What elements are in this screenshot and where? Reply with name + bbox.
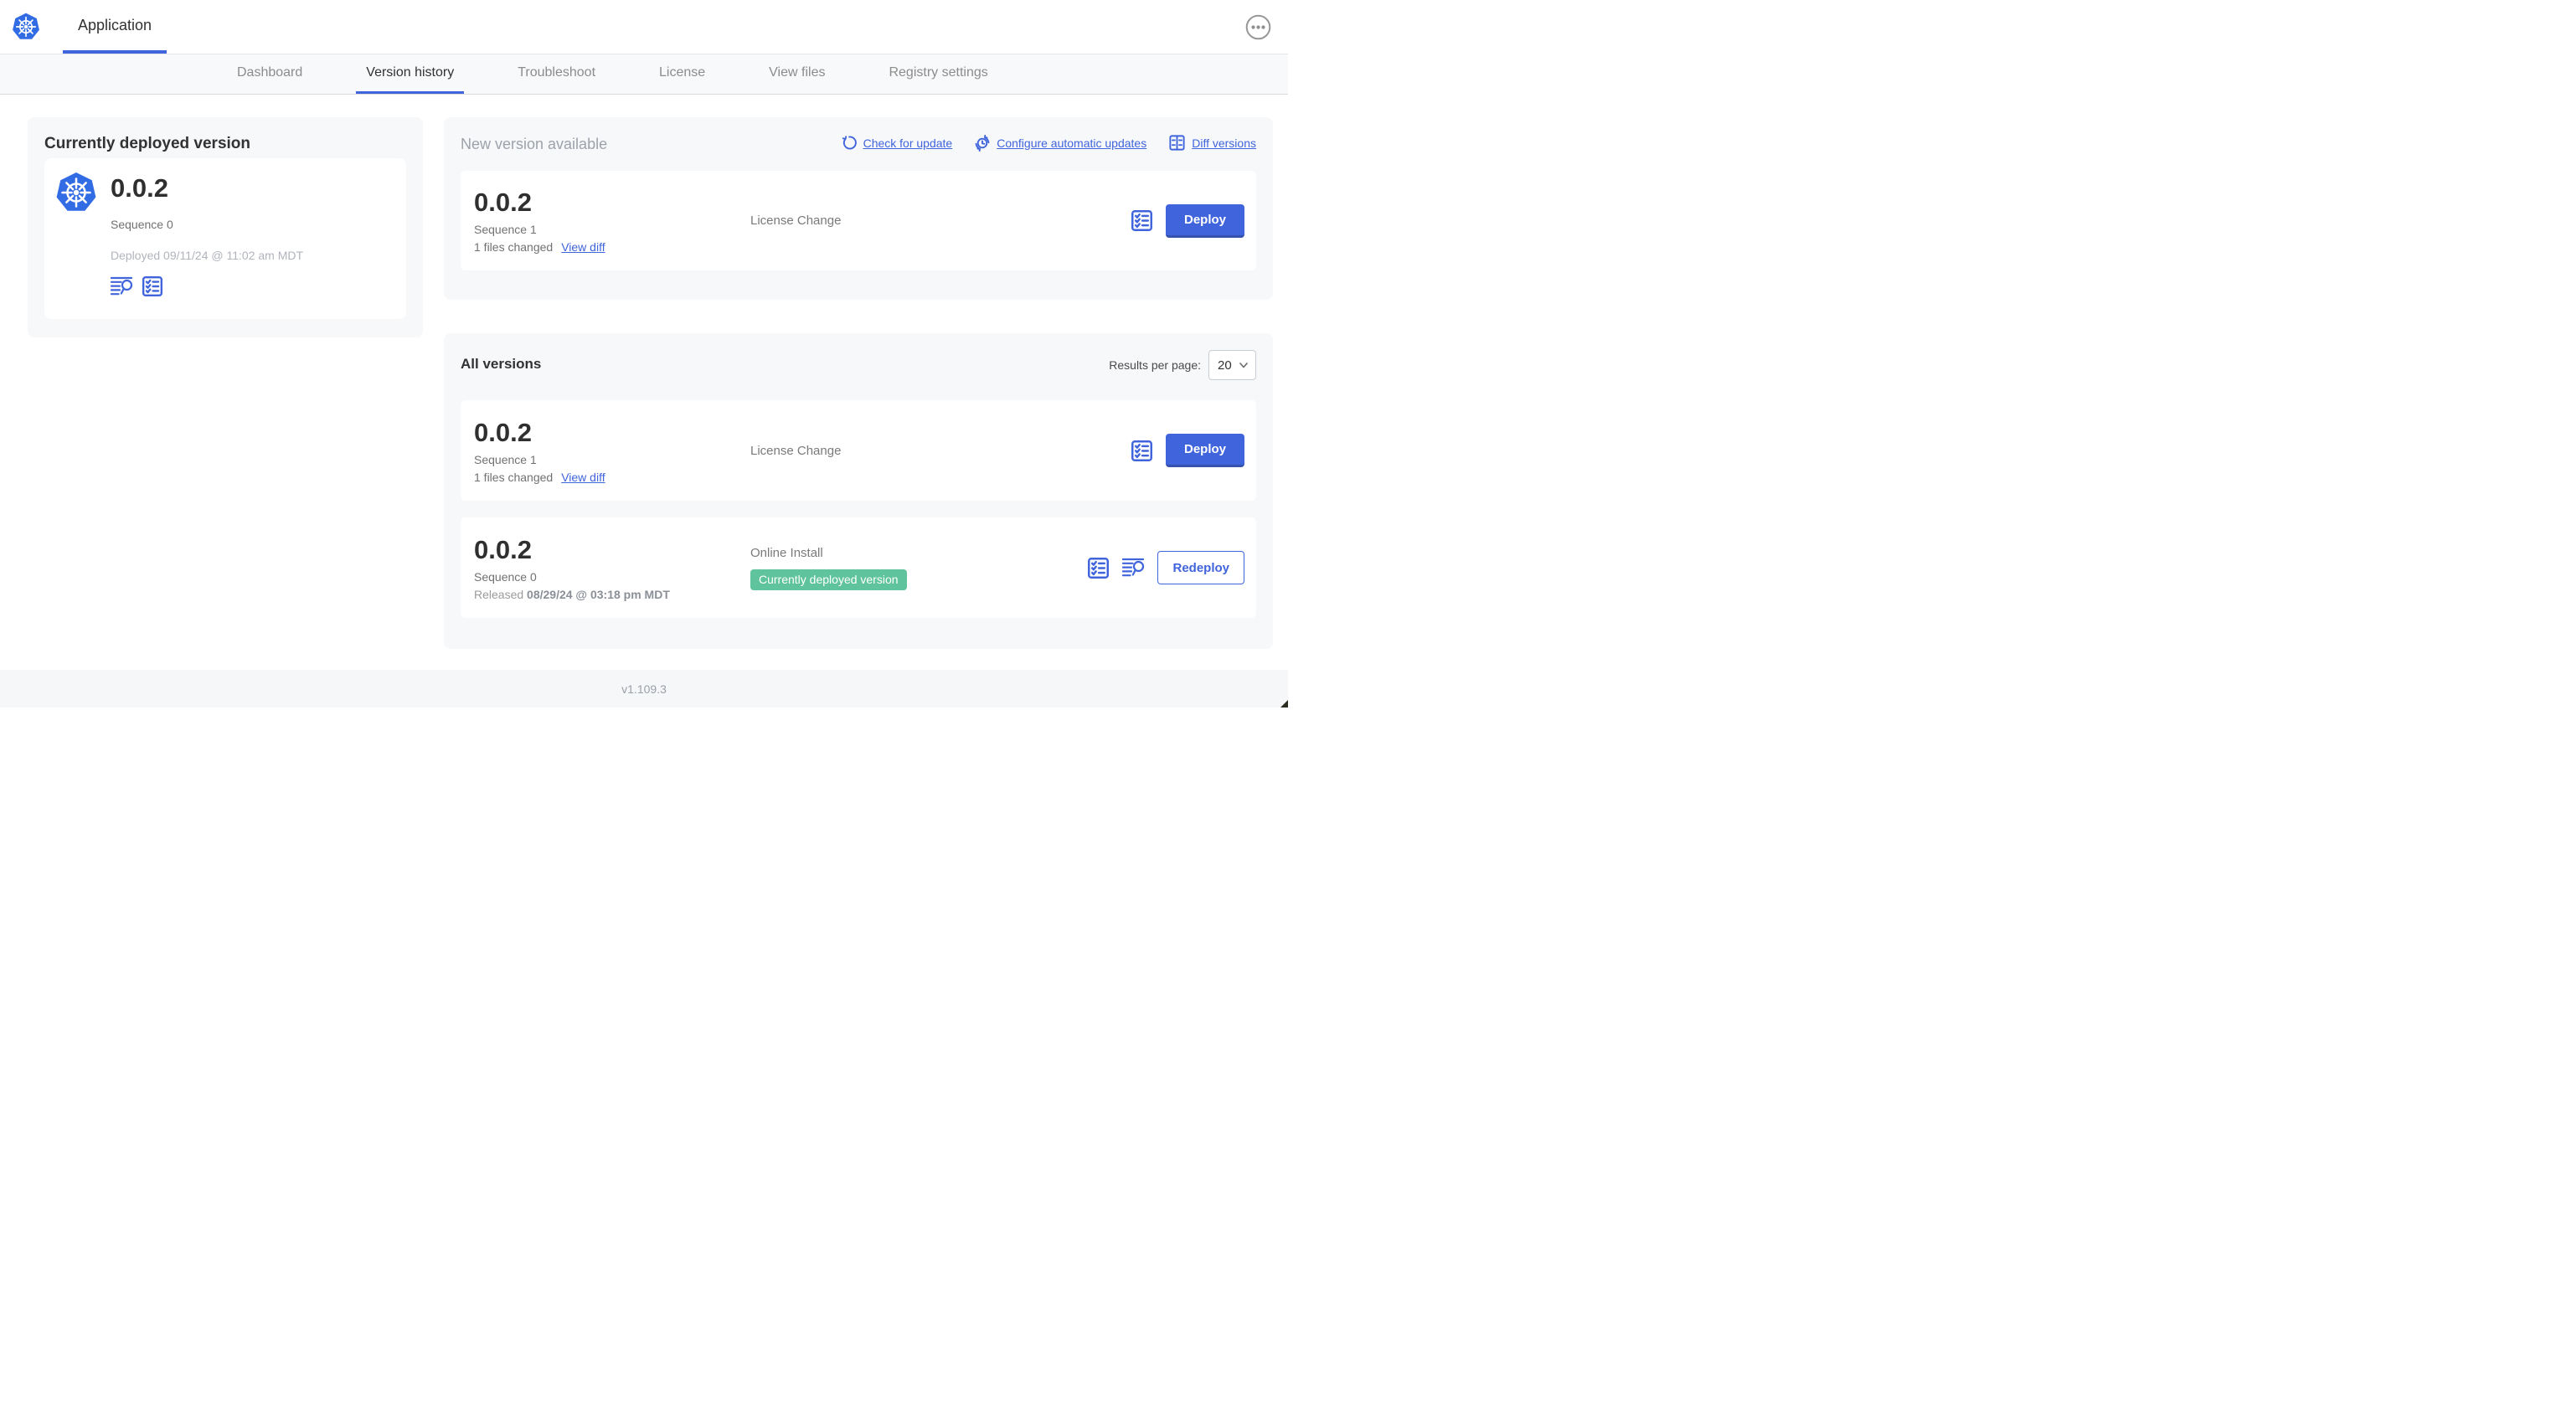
main-content: Currently deployed version 0.0.2 Sequenc… <box>0 95 1288 670</box>
new-version-row: 0.0.2 Sequence 1 1 files changed View di… <box>461 171 1256 270</box>
deployed-version-number: 0.0.2 <box>111 173 168 203</box>
logs-icon <box>111 276 133 296</box>
preflight-checks-button[interactable] <box>1087 557 1110 579</box>
deploy-button[interactable]: Deploy <box>1165 434 1244 467</box>
configure-automatic-updates-link[interactable]: Configure automatic updates <box>974 134 1146 152</box>
currently-deployed-badge: Currently deployed version <box>750 569 907 590</box>
app-subnav: Dashboard Version history Troubleshoot L… <box>0 54 1288 95</box>
tab-troubleshoot[interactable]: Troubleshoot <box>518 65 596 80</box>
ellipsis-icon <box>1245 14 1271 40</box>
version-source: License Change <box>750 443 842 458</box>
tab-view-files[interactable]: View files <box>769 65 826 80</box>
view-diff-link[interactable]: View diff <box>561 470 605 484</box>
currently-deployed-panel: Currently deployed version 0.0.2 Sequenc… <box>28 117 423 337</box>
deployed-timestamp: Deployed 09/11/24 @ 11:02 am MDT <box>111 249 304 262</box>
diff-icon <box>1169 135 1185 151</box>
tab-license[interactable]: License <box>659 65 706 80</box>
deployed-sequence: Sequence 0 <box>111 218 173 231</box>
all-versions-title: All versions <box>461 356 542 372</box>
all-versions-panel: All versions Results per page: 20 0.0.2 … <box>444 333 1273 649</box>
checklist-icon <box>1131 210 1152 231</box>
mouse-cursor <box>1280 700 1288 708</box>
tab-registry-settings[interactable]: Registry settings <box>889 65 988 80</box>
top-bar: Application <box>0 0 1288 54</box>
new-version-panel: New version available Check for update C… <box>444 117 1273 300</box>
clock-refresh-icon <box>975 134 990 152</box>
preflight-checks-button[interactable] <box>1131 440 1153 462</box>
footer: v1.109.3 <box>0 670 1288 708</box>
checklist-icon <box>142 275 163 297</box>
view-diff-link[interactable]: View diff <box>561 240 605 254</box>
more-options-button[interactable] <box>1245 14 1271 40</box>
app-tab[interactable]: Application <box>63 0 167 54</box>
results-per-page-select[interactable]: 20 <box>1208 350 1256 380</box>
tab-version-history[interactable]: Version history <box>356 54 465 94</box>
version-number: 0.0.2 <box>474 417 532 447</box>
version-source: Online Install Currently deployed versio… <box>750 546 1087 590</box>
deployed-version-card: 0.0.2 Sequence 0 Deployed 09/11/24 @ 11:… <box>44 158 406 319</box>
redeploy-button[interactable]: Redeploy <box>1157 551 1244 584</box>
version-sequence: Sequence 0 <box>474 569 537 584</box>
diff-versions-link[interactable]: Diff versions <box>1168 134 1256 152</box>
console-version: v1.109.3 <box>621 682 667 696</box>
results-per-page-label: Results per page: <box>1109 358 1201 372</box>
preflight-checks-button[interactable] <box>142 275 163 297</box>
deploy-button[interactable]: Deploy <box>1165 203 1244 238</box>
currently-deployed-title: Currently deployed version <box>44 135 251 152</box>
files-changed: 1 files changed <box>474 470 554 484</box>
version-number: 0.0.2 <box>474 188 532 217</box>
chevron-down-icon <box>1239 362 1248 368</box>
version-row: 0.0.2 Sequence 0 Released 08/29/24 @ 03:… <box>461 517 1256 618</box>
version-source: License Change <box>750 214 842 228</box>
tab-dashboard[interactable]: Dashboard <box>237 65 303 80</box>
view-logs-button[interactable] <box>111 276 133 296</box>
version-row: 0.0.2 Sequence 1 1 files changed View di… <box>461 400 1256 501</box>
refresh-icon <box>842 136 857 150</box>
preflight-checks-button[interactable] <box>1131 209 1153 232</box>
checklist-icon <box>1088 557 1110 579</box>
version-sequence: Sequence 1 <box>474 452 537 466</box>
version-sequence: Sequence 1 <box>474 223 537 236</box>
logs-icon <box>1122 558 1145 577</box>
app-title: Application <box>78 16 152 33</box>
kubernetes-app-icon <box>55 172 97 212</box>
files-changed: 1 files changed <box>474 240 554 254</box>
checklist-icon <box>1131 440 1152 461</box>
kubernetes-logo-icon <box>12 13 40 40</box>
view-logs-button[interactable] <box>1122 558 1145 578</box>
install-type: Online Install <box>750 545 823 560</box>
new-version-title: New version available <box>461 136 608 152</box>
released-timestamp: Released 08/29/24 @ 03:18 pm MDT <box>474 587 670 601</box>
version-number: 0.0.2 <box>474 534 532 564</box>
check-for-update-link[interactable]: Check for update <box>842 135 952 151</box>
